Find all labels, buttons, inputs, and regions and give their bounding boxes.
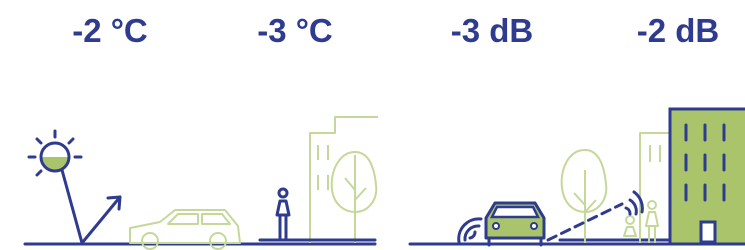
label: -2 °C	[72, 12, 148, 49]
label: -3 °C	[257, 12, 333, 49]
infographic: -2 °C -3 °C -3 dB -2 dB	[0, 0, 745, 250]
noise-illustration	[410, 109, 745, 245]
heat-illustration	[25, 117, 378, 249]
label: -3 dB	[451, 12, 534, 49]
label: -2 dB	[637, 12, 720, 49]
